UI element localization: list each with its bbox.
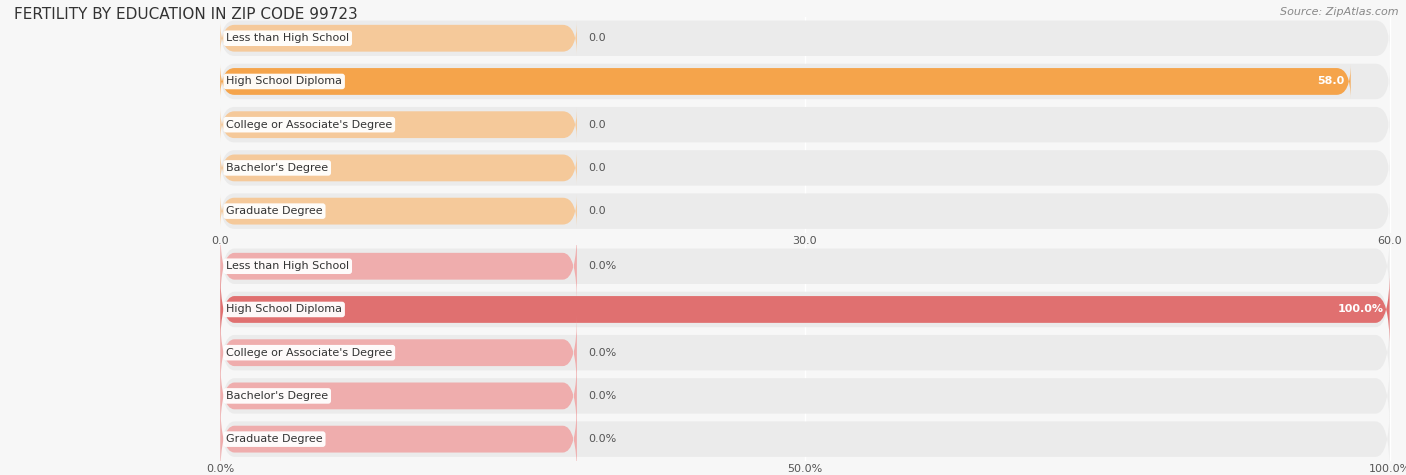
Text: College or Associate's Degree: College or Associate's Degree <box>226 120 392 130</box>
Text: High School Diploma: High School Diploma <box>226 304 342 314</box>
FancyBboxPatch shape <box>221 193 1389 229</box>
FancyBboxPatch shape <box>221 107 1389 142</box>
Text: 0.0: 0.0 <box>589 33 606 43</box>
FancyBboxPatch shape <box>221 107 576 142</box>
Text: 100.0%: 100.0% <box>1337 304 1384 314</box>
FancyBboxPatch shape <box>221 20 1389 56</box>
Text: 0.0%: 0.0% <box>589 434 617 444</box>
Text: Less than High School: Less than High School <box>226 261 349 271</box>
Text: Bachelor's Degree: Bachelor's Degree <box>226 163 328 173</box>
Text: 0.0: 0.0 <box>589 206 606 216</box>
Text: 0.0%: 0.0% <box>589 348 617 358</box>
Text: Less than High School: Less than High School <box>226 33 349 43</box>
FancyBboxPatch shape <box>221 20 576 56</box>
FancyBboxPatch shape <box>221 271 1389 348</box>
FancyBboxPatch shape <box>221 319 1389 387</box>
FancyBboxPatch shape <box>221 150 1389 186</box>
FancyBboxPatch shape <box>221 64 1389 99</box>
FancyBboxPatch shape <box>221 232 1389 300</box>
FancyBboxPatch shape <box>221 276 1389 343</box>
FancyBboxPatch shape <box>221 401 576 475</box>
FancyBboxPatch shape <box>221 314 576 391</box>
Text: College or Associate's Degree: College or Associate's Degree <box>226 348 392 358</box>
Text: 58.0: 58.0 <box>1317 76 1344 86</box>
Text: Graduate Degree: Graduate Degree <box>226 206 323 216</box>
Text: Source: ZipAtlas.com: Source: ZipAtlas.com <box>1281 7 1399 17</box>
FancyBboxPatch shape <box>221 362 1389 430</box>
FancyBboxPatch shape <box>221 64 1351 99</box>
FancyBboxPatch shape <box>221 193 576 229</box>
FancyBboxPatch shape <box>221 228 576 304</box>
Text: 0.0: 0.0 <box>589 163 606 173</box>
Text: Graduate Degree: Graduate Degree <box>226 434 323 444</box>
FancyBboxPatch shape <box>221 405 1389 473</box>
FancyBboxPatch shape <box>221 358 576 434</box>
Text: Bachelor's Degree: Bachelor's Degree <box>226 391 328 401</box>
Text: FERTILITY BY EDUCATION IN ZIP CODE 99723: FERTILITY BY EDUCATION IN ZIP CODE 99723 <box>14 7 357 22</box>
FancyBboxPatch shape <box>221 150 576 186</box>
Text: High School Diploma: High School Diploma <box>226 76 342 86</box>
Text: 0.0%: 0.0% <box>589 391 617 401</box>
Text: 0.0: 0.0 <box>589 120 606 130</box>
Text: 0.0%: 0.0% <box>589 261 617 271</box>
